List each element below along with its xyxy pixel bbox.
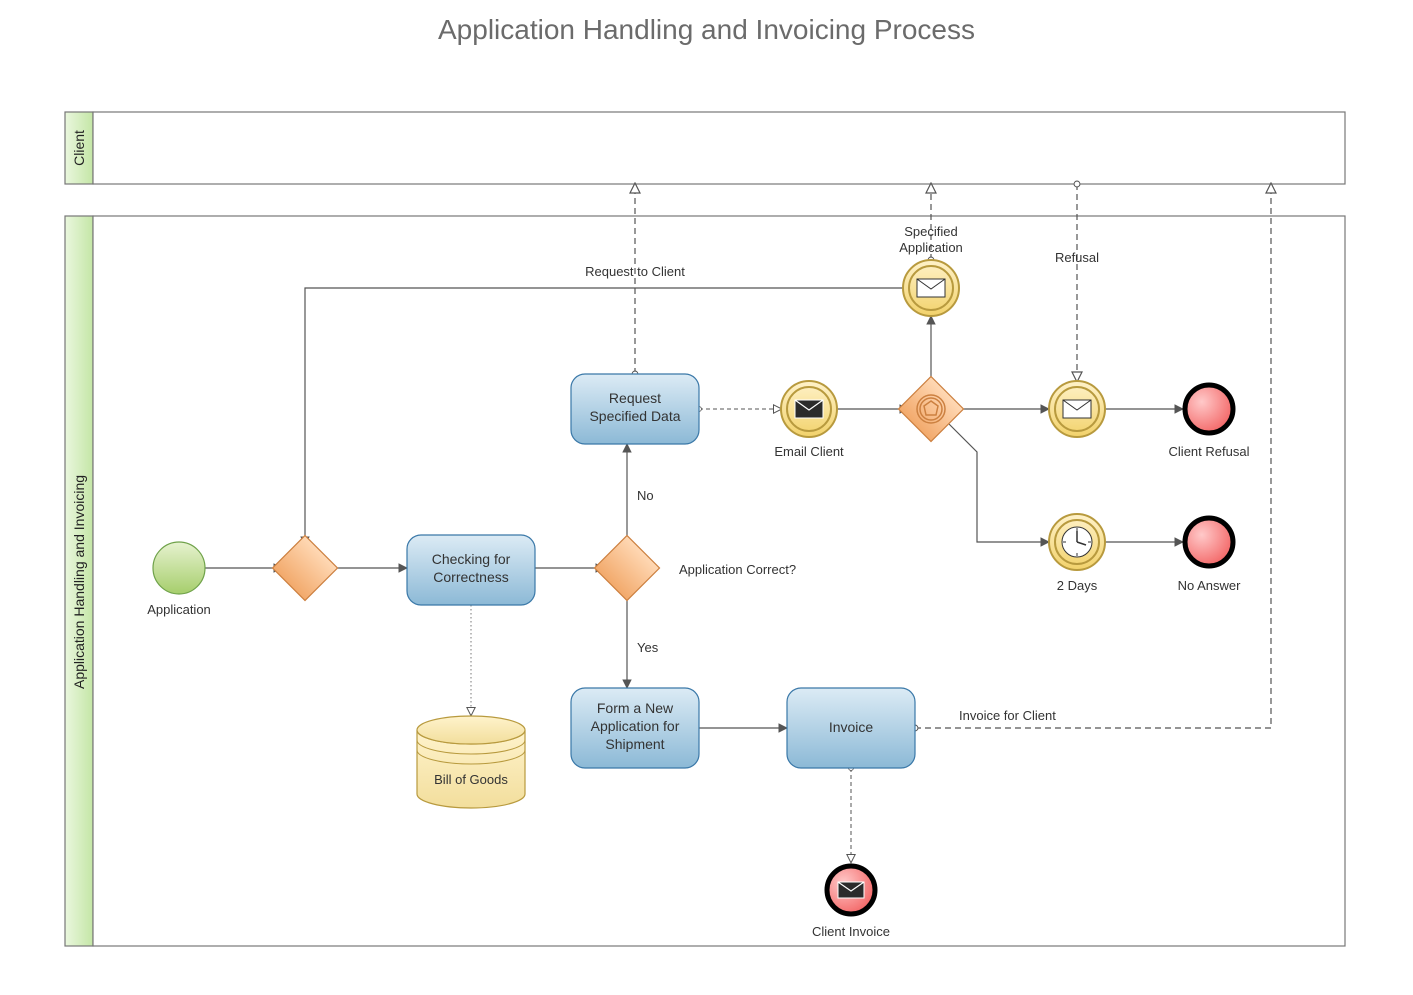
event-timer-2days: 2 Days [1049, 514, 1105, 593]
task-check-line1: Checking for [431, 551, 510, 567]
msg-label-request: Request to Client [585, 264, 685, 279]
task-invoice-line1: Invoice [828, 719, 873, 735]
edge-label-no: No [637, 488, 654, 503]
msg-label-invoice: Invoice for Client [959, 708, 1056, 723]
lane-main: Application Handling and Invoicing [65, 216, 1345, 946]
end-no-answer: No Answer [1177, 518, 1241, 593]
event-timer-label: 2 Days [1056, 578, 1097, 593]
end-noanswer-label: No Answer [1177, 578, 1241, 593]
task-request-specified-data: Request Specified Data [571, 374, 699, 444]
end-msg-invoice-label: Client Invoice [811, 924, 889, 939]
edge-label-yes: Yes [637, 640, 659, 655]
task-check-line2: Correctness [433, 569, 508, 585]
task-form-line2: Application for [590, 718, 679, 734]
lane-main-label: Application Handling and Invoicing [71, 475, 87, 689]
bpmn-diagram-canvas: Client Application Handling and Invoicin… [47, 52, 1367, 982]
task-req-line1: Request [608, 390, 660, 406]
task-req-line2: Specified Data [589, 408, 680, 424]
event-spec-label2: Application [899, 240, 963, 255]
task-invoice: Invoice [787, 688, 915, 768]
lane-client-label: Client [71, 130, 87, 166]
gateway-app-correct-label: Application Correct? [679, 562, 796, 577]
datastore-label: Bill of Goods [434, 772, 508, 787]
end-refusal-label: Client Refusal [1168, 444, 1249, 459]
event-email-label: Email Client [774, 444, 844, 459]
task-form-new-application: Form a New Application for Shipment [571, 688, 699, 768]
event-spec-label1: Specified [904, 224, 957, 239]
task-form-line1: Form a New [596, 700, 673, 716]
event-specified-application: Specified Application [899, 224, 963, 316]
lane-client: Client [65, 112, 1345, 184]
task-form-line3: Shipment [605, 736, 664, 752]
datastore-bill-of-goods: Bill of Goods [417, 716, 525, 808]
task-checking-correctness: Checking for Correctness [407, 535, 535, 605]
start-event-label: Application [147, 602, 211, 617]
event-refusal-label: Refusal [1054, 250, 1098, 265]
diagram-title: Application Handling and Invoicing Proce… [0, 0, 1413, 52]
